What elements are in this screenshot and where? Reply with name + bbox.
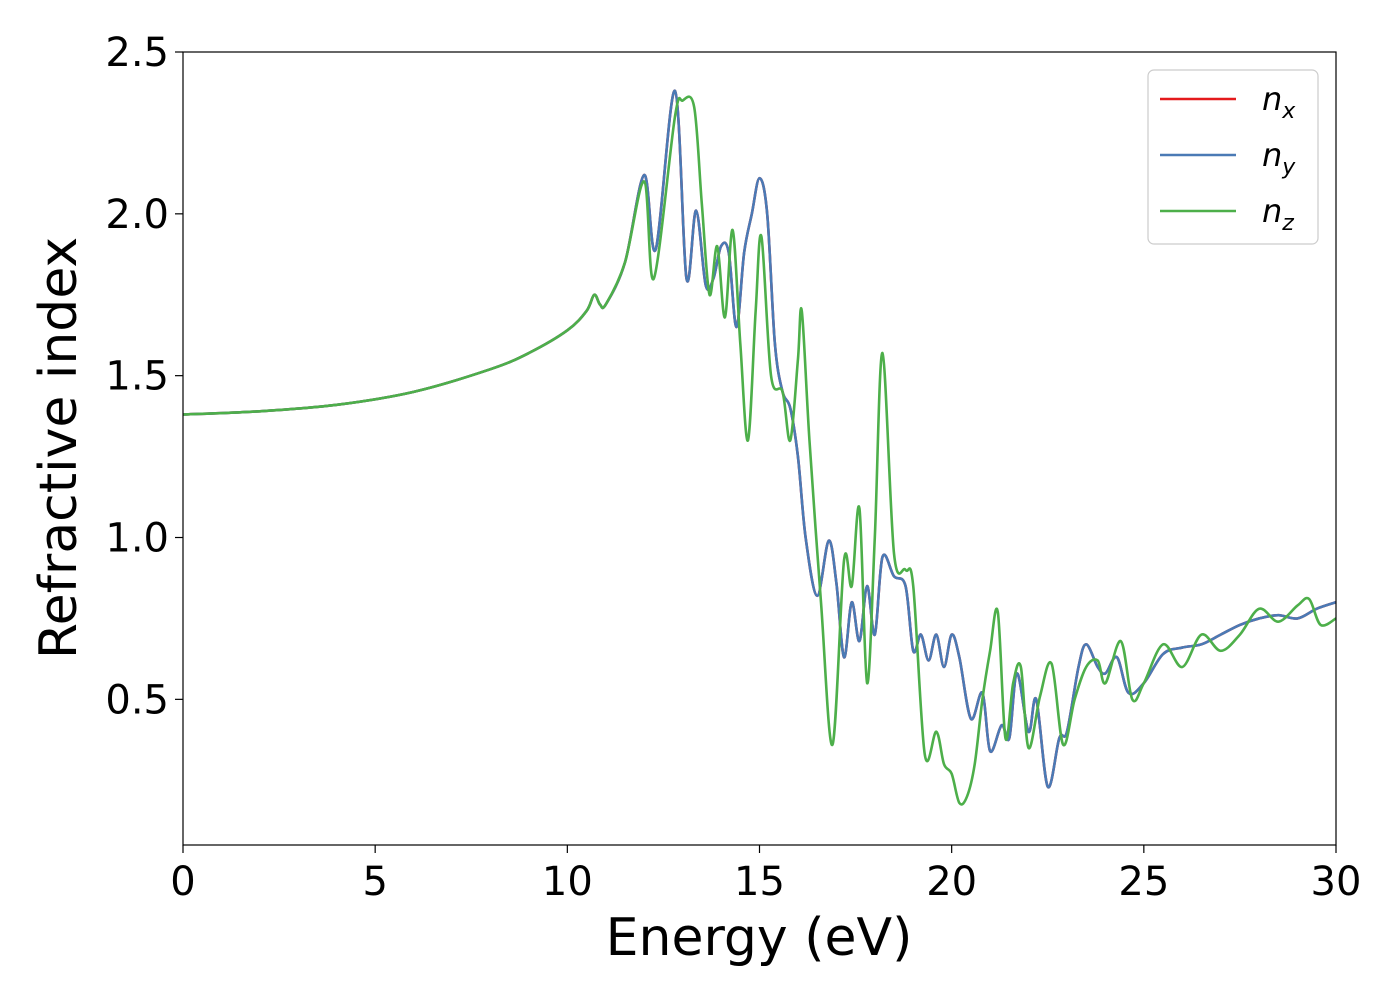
legend-label-y: ny	[1262, 136, 1296, 180]
y-tick-label: 0.5	[105, 677, 169, 723]
x-axis-label: Energy (eV)	[606, 908, 913, 968]
x-tick-label: 25	[1118, 859, 1169, 905]
legend: nx ny nz	[1147, 69, 1319, 245]
x-tick-label: 30	[1311, 859, 1362, 905]
legend-label-x: nx	[1262, 80, 1296, 124]
series-line-z	[183, 95, 1336, 806]
y-axis-label: Refractive index	[29, 237, 89, 659]
x-tick-label: 10	[542, 859, 593, 905]
y-tick-label: 2.0	[105, 192, 169, 238]
x-tick-label: 15	[734, 859, 785, 905]
y-tick-label: 2.5	[105, 30, 169, 76]
x-tick-label: 5	[362, 859, 387, 905]
y-axis-ticks: 0.5 1.0 1.5 2.0 2.5	[105, 30, 183, 723]
x-axis-ticks: 0 5 10 15 20 25 30	[170, 845, 1361, 905]
x-tick-label: 20	[926, 859, 977, 905]
series-line-y	[183, 89, 1336, 789]
y-tick-label: 1.5	[105, 354, 169, 400]
legend-box	[1147, 69, 1319, 245]
legend-label-z: nz	[1262, 192, 1294, 236]
x-tick-label: 0	[170, 859, 195, 905]
plot-lines-group	[183, 89, 1336, 806]
y-tick-label: 1.0	[105, 516, 169, 562]
